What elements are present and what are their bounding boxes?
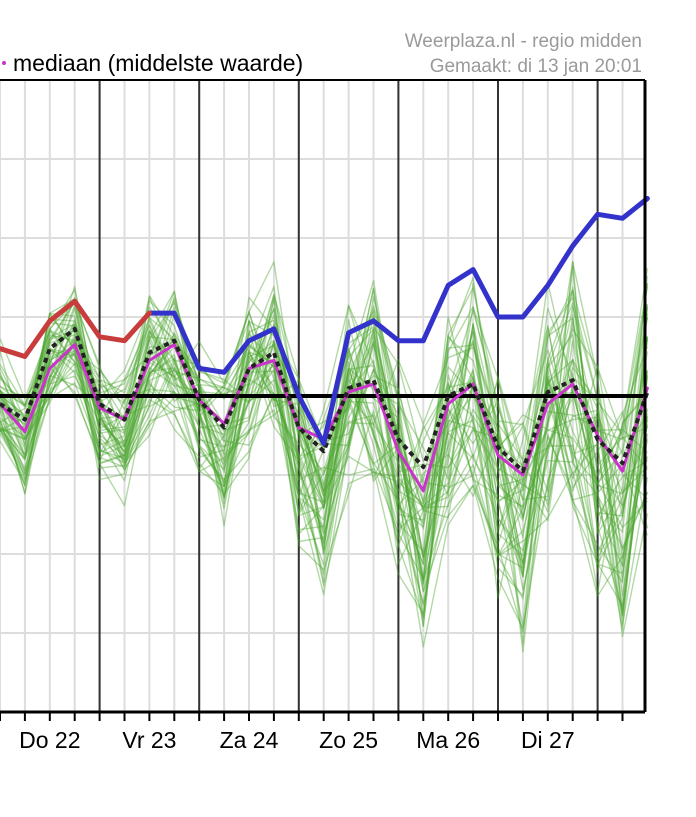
ensemble-member-line bbox=[0, 325, 649, 634]
ensemble-member-line bbox=[0, 283, 649, 544]
ensemble-mean-line bbox=[0, 326, 650, 474]
ensemble-member-line bbox=[0, 351, 649, 648]
ensemble-member-line bbox=[0, 334, 648, 581]
x-tick-label: Vr 23 bbox=[122, 727, 176, 753]
legend-median-label: mediaan (middelste waarde) bbox=[13, 50, 303, 76]
ensemble-member-line bbox=[0, 286, 649, 557]
observed-line bbox=[0, 298, 152, 359]
ensemble-member-line bbox=[0, 287, 649, 626]
ensemble-member-line bbox=[0, 280, 649, 533]
ensemble-member-line bbox=[0, 327, 649, 620]
ensemble-member-line bbox=[0, 348, 649, 653]
ensemble-member-line bbox=[0, 268, 649, 565]
x-tick-label: Zo 25 bbox=[319, 727, 378, 753]
x-tick-label: Za 24 bbox=[220, 727, 279, 753]
ensemble-member-line bbox=[0, 350, 649, 554]
ensemble-member-line bbox=[0, 291, 649, 616]
ensemble-member-line bbox=[0, 336, 649, 587]
ensemble-member-line bbox=[0, 333, 649, 606]
ensemble-member-line bbox=[0, 329, 648, 582]
ensemble-member-line bbox=[0, 285, 649, 550]
ensemble-member-line bbox=[0, 261, 649, 565]
x-tick-label: Ma 26 bbox=[416, 727, 480, 753]
axis-layer bbox=[0, 79, 647, 721]
created-timestamp: Gemaakt: di 13 jan 20:01 bbox=[430, 56, 642, 77]
legend-median-marker bbox=[2, 61, 6, 65]
x-tick-label: Di 27 bbox=[521, 727, 575, 753]
source-label: Weerplaza.nl - regio midden bbox=[405, 31, 642, 52]
ensemble-member-line bbox=[0, 318, 648, 604]
x-tick-label: Do 22 bbox=[19, 727, 80, 753]
ensemble-member-line bbox=[0, 328, 649, 578]
ensemble-member-line bbox=[0, 303, 649, 607]
ensemble-member-line bbox=[0, 305, 649, 613]
ensemble-member-line bbox=[0, 309, 648, 618]
ensemble-member-line bbox=[0, 282, 648, 543]
operational-run-line bbox=[146, 196, 650, 446]
ensemble-member-line bbox=[0, 265, 649, 553]
ensemble-member-line bbox=[0, 275, 649, 566]
ensemble-member-line bbox=[0, 333, 649, 578]
ensemble-member-line bbox=[0, 307, 649, 615]
ensemble-member-line bbox=[0, 319, 649, 619]
ensemble-members bbox=[0, 260, 649, 653]
ensemble-member-line bbox=[0, 300, 649, 549]
series-layer bbox=[0, 196, 650, 493]
ensemble-member-line bbox=[0, 345, 649, 610]
ensemble-member-line bbox=[0, 287, 649, 558]
ensemble-member-line bbox=[0, 300, 649, 509]
ensemble-member-line bbox=[0, 324, 649, 566]
ensemble-member-line bbox=[0, 304, 649, 638]
ensemble-member-line bbox=[0, 313, 649, 627]
x-tick-labels: Do 22 Vr 23 Za 24 Zo 25 Ma 26 Di 27 bbox=[19, 727, 575, 753]
ensemble-member-line bbox=[0, 343, 649, 597]
legend: mediaan (middelste waarde) bbox=[2, 50, 303, 76]
